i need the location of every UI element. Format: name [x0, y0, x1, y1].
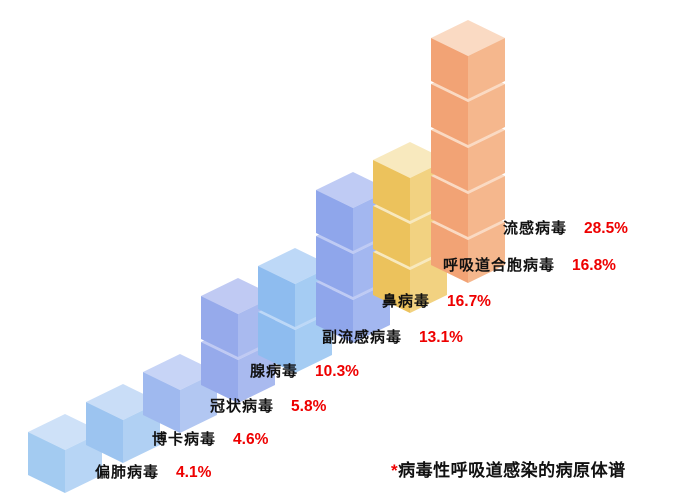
cube-stack-svg	[143, 354, 217, 433]
cube-left-face	[28, 432, 65, 493]
cube-left-face	[85, 402, 123, 463]
cube-left-face	[200, 296, 238, 357]
cube-left-face	[315, 236, 353, 297]
virus-name: 呼吸道合胞病毒	[443, 257, 556, 274]
cube-left-face	[258, 266, 295, 327]
cube-left-face	[430, 222, 468, 283]
cube-right-face	[467, 130, 505, 191]
cube-left-face	[315, 282, 353, 343]
virus-percentage: 10.3%	[315, 363, 359, 380]
cube-stack-svg	[85, 384, 160, 463]
bar-label-1: 偏肺病毒 4.1%	[95, 461, 211, 482]
virus-percentage: 4.6%	[233, 431, 269, 448]
cube-right-face	[467, 84, 505, 145]
bar-label-4: 腺病毒 10.3%	[250, 360, 359, 381]
virus-name: 副流感病毒	[322, 329, 403, 346]
cube-right-face	[467, 38, 505, 99]
bar-label-3: 冠状病毒 5.8%	[210, 395, 326, 416]
cube-left-face	[373, 252, 410, 313]
bar-label-6: 鼻病毒 16.7%	[382, 290, 491, 311]
bar-label-8: 流感病毒 28.5%	[503, 217, 628, 238]
cube-left-face	[143, 372, 180, 433]
bar-stack-2	[85, 384, 160, 463]
cube-left-face	[430, 130, 468, 191]
cube-left-face	[315, 190, 353, 251]
cube-left-face	[200, 342, 238, 403]
virus-percentage: 5.8%	[291, 398, 327, 415]
cube-stack-svg	[430, 20, 505, 283]
virus-percentage: 16.8%	[572, 257, 616, 274]
virus-name: 鼻病毒	[382, 293, 431, 310]
cube-left-face	[430, 38, 468, 99]
bar-label-5: 副流感病毒 13.1%	[322, 326, 463, 347]
virus-name: 博卡病毒	[152, 431, 217, 448]
bar-label-7: 呼吸道合胞病毒 16.8%	[443, 254, 616, 275]
cube-left-face	[373, 206, 410, 267]
footnote-asterisk: *	[391, 461, 399, 480]
cube-left-face	[430, 176, 468, 237]
virus-percentage: 16.7%	[447, 293, 491, 310]
footnote-text: 病毒性呼吸道感染的病原体谱	[398, 461, 626, 480]
virus-percentage: 13.1%	[419, 329, 463, 346]
cube-left-face	[258, 312, 295, 373]
cube-left-face	[373, 160, 410, 221]
cube-right-face	[467, 176, 505, 237]
virus-name: 腺病毒	[250, 363, 299, 380]
cube-left-face	[430, 84, 468, 145]
virus-name: 偏肺病毒	[95, 464, 160, 481]
bar-stack-3	[143, 354, 217, 433]
bar-stack-8	[430, 20, 505, 283]
virus-percentage: 28.5%	[584, 220, 628, 237]
virus-name: 流感病毒	[503, 220, 568, 237]
cube-right-face	[467, 222, 505, 283]
virus-name: 冠状病毒	[210, 398, 275, 415]
bar-label-2: 博卡病毒 4.6%	[152, 428, 268, 449]
chart-footnote: *病毒性呼吸道感染的病原体谱	[391, 456, 626, 481]
virus-percentage: 4.1%	[176, 464, 212, 481]
